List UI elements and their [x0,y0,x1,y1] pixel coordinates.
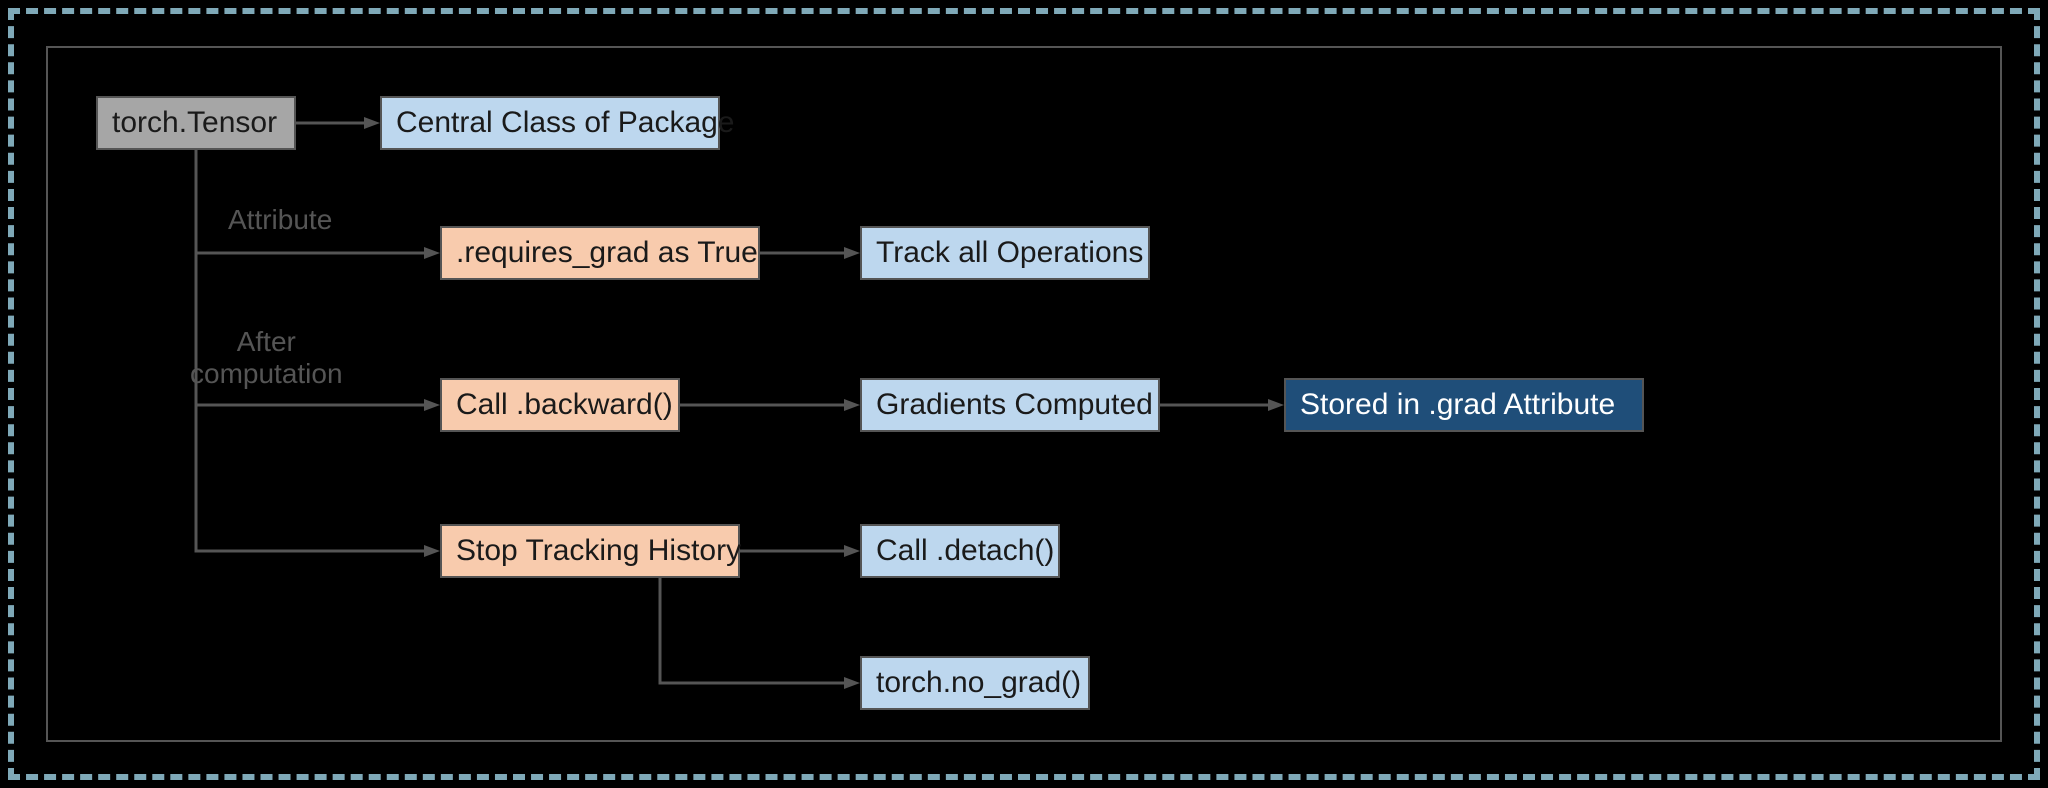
node-label: Track all Operations [876,236,1143,270]
node-tensor: torch.Tensor [96,96,296,150]
node-requires: .requires_grad as True [440,226,760,280]
node-label: Call .detach() [876,534,1054,568]
node-backward: Call .backward() [440,378,680,432]
node-label: torch.no_grad() [876,666,1081,700]
edge-label-attribute: Attribute [228,204,332,236]
node-central: Central Class of Package [380,96,720,150]
node-stoptrack: Stop Tracking History [440,524,740,578]
edge-label-aftercomp: After computation [190,326,343,390]
node-label: torch.Tensor [112,106,277,140]
node-nograd: torch.no_grad() [860,656,1090,710]
node-label: Stored in .grad Attribute [1300,388,1615,422]
node-label: Gradients Computed [876,388,1153,422]
node-label: Call .backward() [456,388,673,422]
node-gradients: Gradients Computed [860,378,1160,432]
node-stored: Stored in .grad Attribute [1284,378,1644,432]
node-label: .requires_grad as True [456,236,758,270]
node-detach: Call .detach() [860,524,1060,578]
node-label: Stop Tracking History [456,534,741,568]
node-trackops: Track all Operations [860,226,1150,280]
node-label: Central Class of Package [396,106,735,140]
